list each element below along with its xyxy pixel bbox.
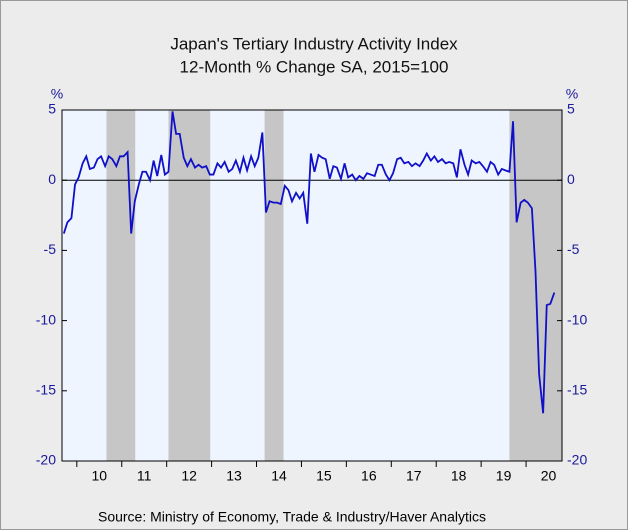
recession-band xyxy=(264,110,284,461)
x-tick-label: 11 xyxy=(137,468,152,484)
x-tick-label: 13 xyxy=(226,468,242,484)
y-tick-label: -10 xyxy=(36,311,56,327)
x-tick-label: 15 xyxy=(316,468,332,484)
recession-band xyxy=(168,110,211,461)
x-tick-label: 12 xyxy=(181,468,197,484)
plot-area xyxy=(62,110,562,461)
y-tick-label: -15 xyxy=(36,382,56,398)
x-tick-label: 17 xyxy=(406,468,422,484)
chart-subtitle: 12-Month % Change SA, 2015=100 xyxy=(180,57,449,76)
source: Source: Ministry of Economy, Trade & Ind… xyxy=(98,509,486,525)
y-tick-label: -5 xyxy=(44,241,57,257)
y2-tick-label: -5 xyxy=(567,241,580,257)
x-tick-label: 14 xyxy=(271,468,287,484)
y2-tick-label: 0 xyxy=(567,171,575,187)
chart-title: Japan's Tertiary Industry Activity Index xyxy=(170,34,458,53)
x-tick-label: 19 xyxy=(496,468,512,484)
x-tick-label: 20 xyxy=(541,468,557,484)
y2-unit: % xyxy=(566,86,578,102)
plot-frame xyxy=(61,109,563,462)
x-tick-label: 16 xyxy=(361,468,377,484)
data-line xyxy=(62,111,556,414)
y2-tick-label: -20 xyxy=(567,452,587,468)
y2-tick-label: 5 xyxy=(567,101,575,117)
x-tick-label: 10 xyxy=(91,468,107,484)
y-tick-label: -20 xyxy=(36,452,56,468)
x-tick-label: 18 xyxy=(451,468,467,484)
y2-tick-label: -10 xyxy=(567,311,587,327)
y-tick-label: 0 xyxy=(48,171,56,187)
y-unit: % xyxy=(51,86,63,102)
recession-band xyxy=(106,110,136,461)
y2-tick-label: -15 xyxy=(567,382,587,398)
y-tick-label: 5 xyxy=(48,101,56,117)
